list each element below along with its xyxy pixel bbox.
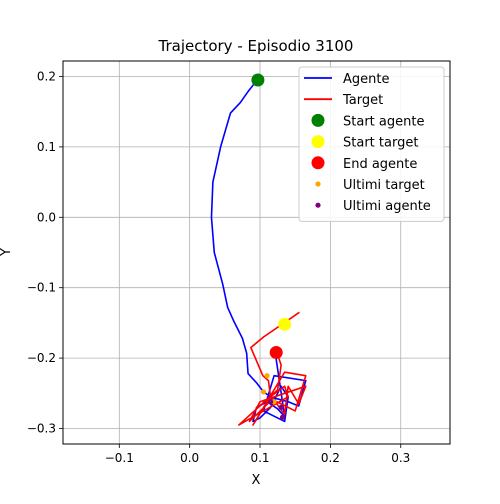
y-tick-label: −0.3 bbox=[27, 422, 56, 436]
target-line bbox=[238, 311, 307, 426]
legend-label-target: Target bbox=[342, 93, 383, 108]
plot-frame bbox=[62, 60, 451, 445]
legend-label-ultimi-target: Ultimi target bbox=[343, 178, 425, 193]
axis-ticks: −0.1 0.0 0.1 0.2 0.3 −0.3 −0.2 −0.1 0.0 0.1 0.2 bbox=[27, 69, 410, 465]
ultimi-agente-point bbox=[278, 404, 284, 410]
legend-swatch-start-agente bbox=[311, 113, 325, 127]
ultimi-target-point bbox=[260, 389, 267, 395]
x-tick-label: −0.1 bbox=[105, 451, 134, 465]
legend: Agente Target Start agente Start target End … bbox=[298, 66, 445, 222]
start-target-point bbox=[278, 317, 292, 331]
legend-swatch-ultimi-agente bbox=[315, 202, 321, 208]
x-axis-label: X bbox=[252, 473, 261, 488]
y-tick-label: 0.2 bbox=[37, 69, 56, 83]
ultimi-agente-point bbox=[267, 399, 274, 405]
plot-area bbox=[210, 73, 307, 426]
legend-label-start-agente: Start agente bbox=[343, 114, 424, 129]
chart-title: Trajectory - Episodio 3100 bbox=[158, 37, 354, 55]
legend-swatch-start-target bbox=[311, 135, 325, 149]
x-tick-label: 0.1 bbox=[250, 451, 269, 465]
legend-label-agente: Agente bbox=[343, 72, 389, 87]
y-tick-label: 0.0 bbox=[37, 210, 56, 224]
legend-label-end-agente: End agente bbox=[343, 157, 417, 172]
legend-label-ultimi-agente: Ultimi agente bbox=[343, 199, 431, 214]
ultimi-agente-point bbox=[279, 414, 286, 420]
y-tick-label: 0.1 bbox=[37, 140, 56, 154]
legend-label-start-target: Start target bbox=[343, 136, 418, 151]
legend-box bbox=[298, 66, 445, 222]
x-tick-label: 0.0 bbox=[180, 451, 199, 465]
legend-swatch-end-agente bbox=[311, 156, 325, 170]
legend-swatch-ultimi-target bbox=[315, 181, 321, 187]
x-tick-label: 0.3 bbox=[391, 451, 410, 465]
ultimi-target-point bbox=[264, 373, 270, 379]
y-tick-label: −0.2 bbox=[27, 351, 56, 365]
end-agente-point bbox=[269, 345, 283, 359]
x-tick-label: 0.2 bbox=[321, 451, 340, 465]
y-axis-label: Y bbox=[0, 248, 14, 257]
y-tick-label: −0.1 bbox=[27, 281, 56, 295]
start-agente-point bbox=[251, 73, 265, 87]
